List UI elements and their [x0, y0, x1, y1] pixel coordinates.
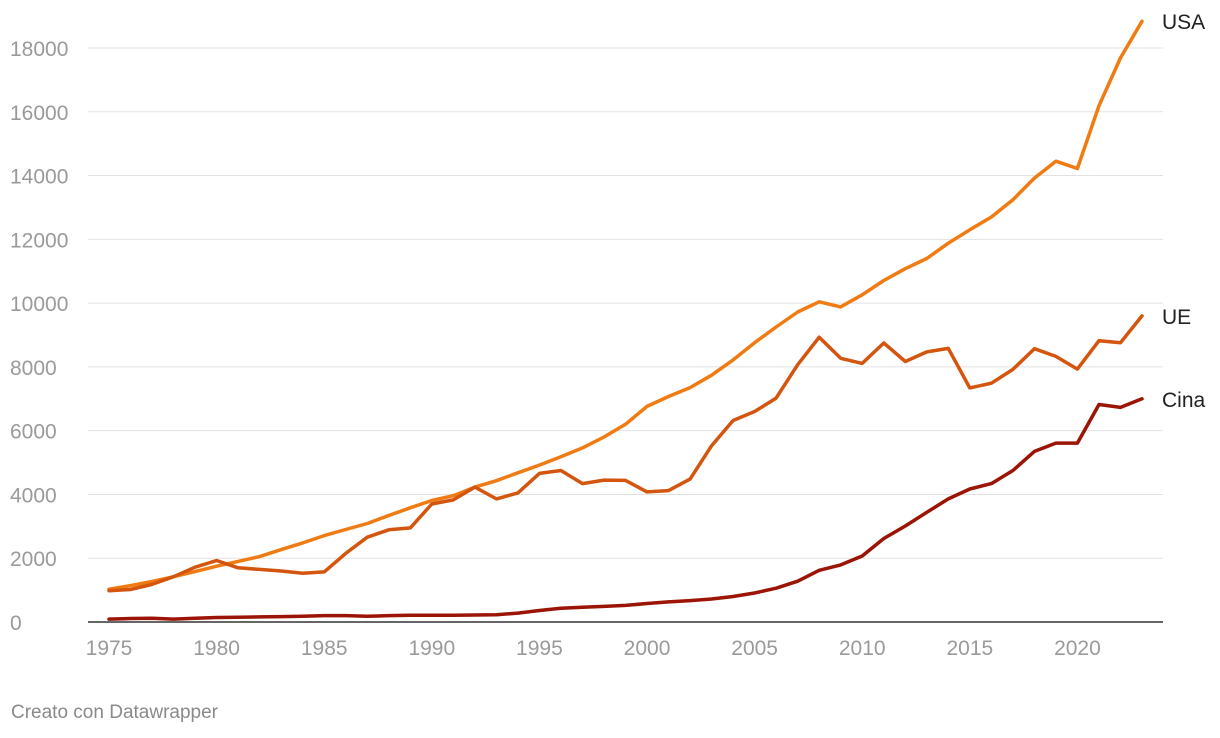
x-tick-label-2010: 2010	[839, 637, 886, 660]
series-line-usa	[107, 19, 1144, 591]
series-label-cina: Cina	[1162, 389, 1206, 412]
series-label-ue: UE	[1162, 306, 1191, 329]
x-tick-label-1985: 1985	[301, 637, 348, 660]
x-tick-label-2000: 2000	[624, 637, 671, 660]
y-tick-label-8000: 8000	[10, 357, 57, 380]
y-tick-label-4000: 4000	[10, 484, 57, 507]
x-tick-label-1990: 1990	[408, 637, 455, 660]
x-tick-label-2005: 2005	[731, 637, 778, 660]
x-tick-label-1995: 1995	[516, 637, 563, 660]
x-tick-label-1975: 1975	[86, 637, 133, 660]
credit-text: Creato con Datawrapper	[11, 702, 218, 723]
y-tick-label-6000: 6000	[10, 421, 57, 444]
series-lines	[107, 19, 1144, 621]
series-line-ue	[107, 314, 1144, 593]
y-gridlines	[88, 47, 1163, 623]
x-tick-label-2015: 2015	[946, 637, 993, 660]
x-tick-label-1980: 1980	[193, 637, 240, 660]
y-tick-label-0: 0	[10, 612, 22, 635]
y-tick-label-18000: 18000	[10, 38, 68, 61]
y-tick-label-10000: 10000	[10, 293, 68, 316]
series-line-cina	[107, 397, 1144, 621]
series-label-usa: USA	[1162, 11, 1205, 34]
y-tick-label-12000: 12000	[10, 229, 68, 252]
y-axis: 0 2000 4000 6000 8000 10000 12000 14000 16000 180…	[10, 38, 68, 635]
x-axis: 1975 1980 1985 1990 1995 2000 2005 2010 2015 2020	[86, 637, 1101, 660]
series-labels: USA UE Cina	[1162, 11, 1206, 412]
y-tick-label-14000: 14000	[10, 166, 68, 189]
y-tick-label-16000: 16000	[10, 102, 68, 125]
x-tick-label-2020: 2020	[1054, 637, 1101, 660]
y-tick-label-2000: 2000	[10, 548, 57, 571]
